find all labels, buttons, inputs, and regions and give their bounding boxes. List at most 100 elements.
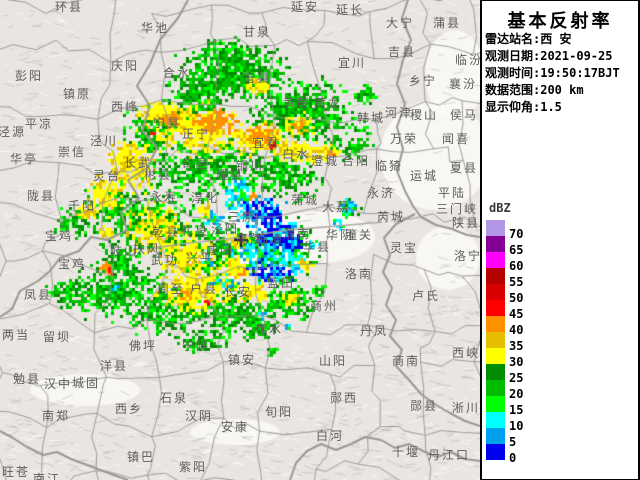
map-place-label: 南江 <box>33 472 62 480</box>
map-place-label: 汉阴 <box>185 409 214 423</box>
map-place-label: 临猗 <box>375 159 404 173</box>
map-place-label: 崇信 <box>58 145 87 159</box>
map-place-label: 郧县 <box>410 399 439 413</box>
map-place-label: 平陆 <box>438 186 467 200</box>
map-place-label: 山阳 <box>319 354 348 368</box>
info-label: 雷达站名: <box>485 32 541 46</box>
map-place-label: 环县 <box>55 0 84 14</box>
legend-color-chip <box>486 348 505 364</box>
map-place-label: 华池 <box>141 21 170 35</box>
map-place-label: 平凉 <box>25 117 54 131</box>
legend-item: 5 <box>486 428 523 448</box>
map-place-label: 汉中 <box>44 377 73 391</box>
map-labels-layer: 环县 华池 庆阳 合水 彭阳 镇原 西峰 宁县 正宁 平凉 泾源 泾川 崇信 华亭 灵台 长武 彬县 旬邑 淳化 永寿… <box>0 0 480 480</box>
legend-value: 40 <box>509 323 524 337</box>
map-place-label: 延长 <box>336 3 365 17</box>
map-place-label: 富县 <box>243 71 272 85</box>
legend-color-chip <box>486 444 505 460</box>
map-place-label: 铜川 <box>236 159 265 173</box>
info-value: 19:50:17BJT <box>540 66 620 80</box>
legend-item: 35 <box>486 332 524 353</box>
map-place-label: 韩城 <box>357 111 386 125</box>
map-place-label: 西乡 <box>115 402 144 416</box>
legend-color-chip <box>486 220 505 236</box>
map-place-label: 闻喜 <box>442 132 471 146</box>
legend-color-chip <box>486 300 505 316</box>
legend-item: 15 <box>486 396 524 417</box>
map-place-label: 白河 <box>316 429 345 443</box>
map-place-label: 三门峡 <box>436 202 479 216</box>
map-place-label: 合水 <box>163 66 192 80</box>
info-label: 数据范围: <box>485 83 541 97</box>
map-place-label: 河津 <box>385 106 414 120</box>
legend-item: 10 <box>486 412 523 432</box>
map-place-label: 延安 <box>291 0 320 14</box>
legend-value: 55 <box>509 275 524 289</box>
info-value: 西 安 <box>540 32 572 46</box>
map-place-label: 宝鸡 <box>45 229 74 243</box>
map-place-label: 泾川 <box>90 134 119 148</box>
map-place-label: 淅川 <box>452 401 480 415</box>
map-place-label: 渭南 <box>283 227 312 241</box>
map-place-label: 乾县 <box>152 225 181 239</box>
info-panel: 基本反射率 雷达站名:西 安 观测日期:2021-09-25 观测时间:19:5… <box>480 0 640 480</box>
info-label: 显示仰角: <box>485 100 541 114</box>
info-value: 200 km <box>540 83 584 97</box>
info-row-time: 观测时间:19:50:17BJT <box>485 65 639 82</box>
map-place-label: 留坝 <box>43 330 72 344</box>
map-place-label: 合阳 <box>342 154 371 168</box>
map-place-label: 蒲县 <box>433 16 462 30</box>
legend-value: 30 <box>509 355 524 369</box>
legend-item: 30 <box>486 348 524 369</box>
map-place-label: 灵宝 <box>390 241 419 255</box>
legend-color-chip <box>486 284 505 300</box>
legend-color-chip <box>486 380 505 396</box>
map-place-label: 泾阳 <box>211 222 240 236</box>
map-place-label: 武功 <box>151 253 180 267</box>
legend-value: 65 <box>509 243 524 257</box>
info-row-elevation: 显示仰角:1.5 <box>485 99 639 116</box>
map-place-label: 咸阳 <box>206 243 235 257</box>
map-place-label: 黄龙 <box>314 96 343 110</box>
map-place-label: 蓝田 <box>267 276 296 290</box>
map-place-label: 南郑 <box>42 409 71 423</box>
legend-item: 0 <box>486 444 523 464</box>
legend-item: 70 <box>486 220 524 241</box>
legend-item: 45 <box>486 300 524 321</box>
map-place-label: 镇巴 <box>127 450 156 464</box>
map-place-label: 勉县 <box>13 372 42 386</box>
map-place-label: 兴平 <box>186 251 215 265</box>
legend-item: 50 <box>486 284 523 304</box>
legend-item: 65 <box>486 236 524 257</box>
map-place-label: 万荣 <box>390 132 419 146</box>
map-place-label: 千阳 <box>68 199 97 213</box>
map-place-label: 镇安 <box>228 353 257 367</box>
map-place-label: 芮城 <box>377 210 406 224</box>
info-row-station: 雷达站名:西 安 <box>485 31 639 48</box>
map-place-label: 庆阳 <box>111 59 140 73</box>
map-place-label: 扶风 <box>133 242 162 256</box>
legend-item: 25 <box>486 364 523 384</box>
legend-color-chip <box>486 268 505 284</box>
map-place-label: 宝鸡 <box>58 257 87 271</box>
map-place-label: 彬县 <box>144 168 173 182</box>
legend-item: 40 <box>486 316 524 337</box>
info-value: 1.5 <box>540 100 562 114</box>
info-block: 雷达站名:西 安 观测日期:2021-09-25 观测时间:19:50:17BJ… <box>485 31 639 116</box>
legend-item: 20 <box>486 380 523 400</box>
legend-value: 45 <box>509 307 524 321</box>
map-place-label: 紫阳 <box>179 460 208 474</box>
map-place-label: 乡宁 <box>409 74 438 88</box>
map-place-label: 旺苍 <box>2 465 31 479</box>
legend-value: 70 <box>509 227 524 241</box>
map-place-label: 彭阳 <box>15 69 44 83</box>
legend-color-chip <box>486 412 505 428</box>
legend-value: 35 <box>509 339 524 353</box>
map-place-label: 长武 <box>124 156 153 170</box>
legend-value: 15 <box>509 403 524 417</box>
map-place-label: 澄城 <box>311 154 340 168</box>
map-place-label: 岐山 <box>110 244 139 258</box>
map-place-label: 吉县 <box>388 45 417 59</box>
map-place-label: 灵台 <box>93 169 122 183</box>
map-place-label: 陇县 <box>27 189 56 203</box>
